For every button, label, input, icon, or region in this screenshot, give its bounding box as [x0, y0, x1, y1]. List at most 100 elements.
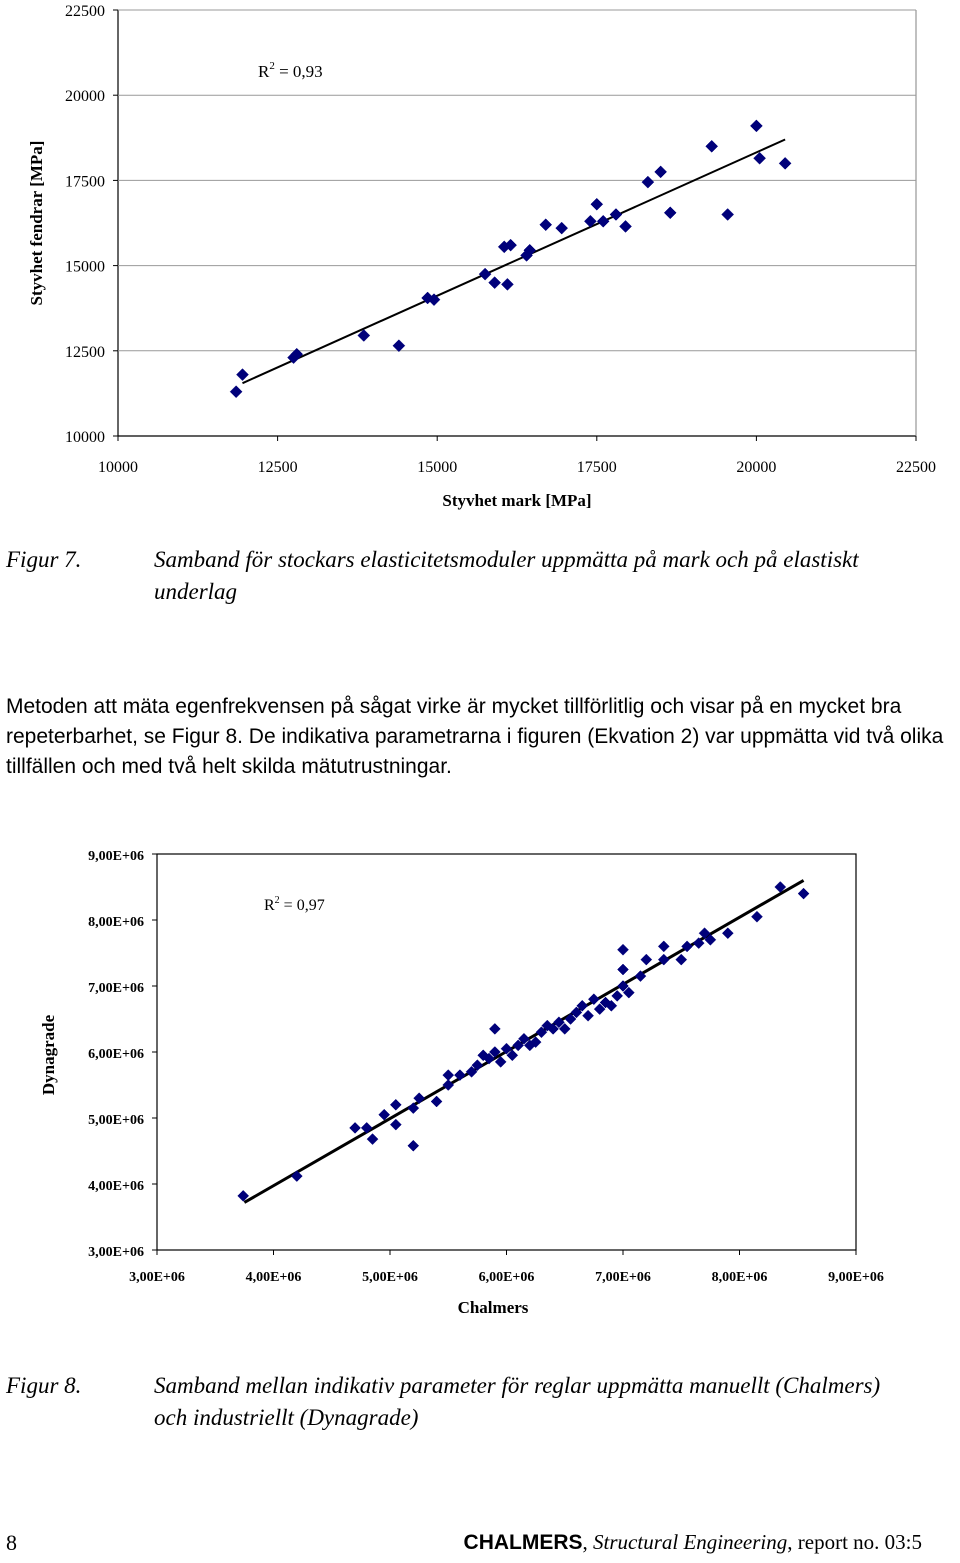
data-point [529, 1036, 542, 1048]
y-tick-labels: 10000 12500 15000 17500 20000 22500 [65, 3, 118, 446]
figure-8-caption-line1: Samband mellan indikativ parameter för r… [154, 1373, 881, 1398]
data-point [640, 953, 653, 966]
data-point [357, 329, 371, 342]
y-axis-label: Dynagrade [39, 1014, 58, 1095]
footer-org: CHALMERS [463, 1531, 583, 1554]
gridlines [118, 9, 916, 352]
data-point [654, 165, 667, 179]
data-point [663, 206, 677, 220]
data-point [750, 119, 763, 133]
y-tick-label: 8,00E+06 [88, 915, 144, 930]
x-tick-label: 3,00E+06 [129, 1270, 185, 1285]
data-point [609, 208, 623, 221]
x-tick-label: 15000 [417, 459, 457, 476]
y-tick-label: 10000 [65, 429, 105, 446]
data-point [692, 937, 705, 949]
footer-series: Structural Engineering [593, 1530, 788, 1554]
data-point [547, 1023, 559, 1035]
x-axis-label: Styvhet mark [MPa] [442, 491, 591, 510]
footer-report: , report no. 03:5 [787, 1530, 922, 1554]
y-tick-label: 9,00E+06 [88, 849, 144, 864]
data-point [558, 1023, 571, 1035]
data-point [488, 1046, 501, 1058]
data-point [378, 1108, 391, 1121]
figure-7-scatter-chart: 10000 12500 15000 17500 20000 22500 10000 1250… [27, 3, 936, 510]
data-point [500, 1042, 513, 1055]
data-point [593, 1003, 606, 1015]
y-tick-label: 17500 [65, 173, 105, 190]
data-points [229, 119, 792, 399]
data-point [555, 221, 569, 235]
data-point [605, 999, 618, 1012]
figure-8-number: Figur 8. [6, 1373, 82, 1398]
data-point [430, 1095, 443, 1108]
data-point [506, 1049, 519, 1062]
x-tick-label: 12500 [258, 459, 298, 476]
x-tick-label: 6,00E+06 [479, 1270, 535, 1285]
footer-separator: , [582, 1530, 594, 1554]
data-point [518, 1032, 530, 1045]
x-tick-label: 9,00E+06 [828, 1270, 884, 1285]
data-point [611, 990, 624, 1002]
data-point [753, 151, 766, 165]
data-point [634, 970, 647, 982]
x-tick-labels: 10000 12500 15000 17500 20000 22500 [98, 436, 936, 476]
x-tick-label: 17500 [577, 459, 617, 476]
data-point [407, 1139, 420, 1152]
report-reference: CHALMERS, Structural Engineering, report… [464, 1530, 922, 1555]
data-point [704, 933, 717, 946]
y-tick-labels: 3,00E+06 4,00E+06 5,00E+06 6,00E+06 7,00E+06… [88, 849, 157, 1260]
r-squared-superscript: 2 [275, 895, 280, 906]
data-point [590, 197, 604, 211]
data-point [290, 1170, 303, 1182]
data-point [360, 1122, 373, 1134]
y-tick-label: 7,00E+06 [88, 981, 144, 996]
data-point [389, 1118, 402, 1131]
figure-7-caption-line2: underlag [154, 579, 238, 604]
data-point [366, 1133, 379, 1145]
data-point [617, 963, 629, 976]
x-tick-label: 8,00E+06 [712, 1270, 768, 1285]
data-point [778, 157, 792, 170]
data-point [512, 1039, 525, 1052]
data-point [617, 980, 629, 992]
x-tick-label: 7,00E+06 [595, 1270, 651, 1285]
y-tick-label: 3,00E+06 [88, 1245, 144, 1260]
data-point [797, 887, 810, 900]
y-tick-label: 20000 [65, 88, 105, 105]
data-point [622, 986, 635, 999]
data-point [290, 347, 304, 361]
trendline [242, 138, 786, 385]
data-point [535, 1026, 548, 1039]
data-points [237, 881, 810, 1202]
data-point [454, 1069, 466, 1081]
y-tick-label: 22500 [65, 3, 105, 20]
data-point [349, 1122, 361, 1134]
x-tick-label: 20000 [736, 459, 776, 476]
y-tick-label: 12500 [65, 344, 105, 361]
page-number: 8 [6, 1530, 17, 1555]
x-tick-label: 5,00E+06 [362, 1270, 418, 1285]
trendline-path [242, 138, 786, 385]
data-point [478, 267, 492, 281]
x-tick-label: 22500 [896, 459, 936, 476]
page-footer: 8 CHALMERS, Structural Engineering, repo… [0, 1530, 960, 1560]
data-point [774, 881, 787, 893]
data-point [504, 238, 517, 252]
y-axis-label: Styvhet fendrar [MPa] [27, 141, 46, 306]
data-point [413, 1092, 425, 1105]
figure-8-caption: Figur 8. Samband mellan indikativ paramet… [6, 1370, 880, 1434]
data-point [617, 943, 629, 956]
figure-8-caption-line2: och industriellt (Dynagrade) [154, 1405, 419, 1430]
data-point [229, 385, 243, 399]
data-point [488, 276, 502, 289]
x-tick-label: 10000 [98, 459, 138, 476]
data-point [564, 1013, 577, 1025]
figure-7-caption-line1: Samband för stockars elasticitetsmoduler… [154, 547, 859, 572]
y-tick-label: 4,00E+06 [88, 1179, 144, 1194]
data-point [751, 910, 763, 923]
r-squared-superscript: 2 [269, 60, 275, 72]
data-point [471, 1059, 484, 1072]
x-tick-label: 4,00E+06 [246, 1270, 302, 1285]
data-point [596, 214, 610, 228]
